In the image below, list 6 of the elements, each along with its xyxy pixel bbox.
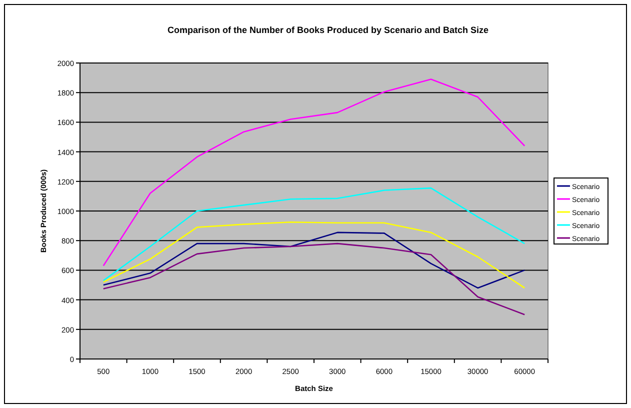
line-series xyxy=(102,242,526,316)
line-series xyxy=(102,78,526,266)
line-series xyxy=(102,221,526,289)
chart-title: Comparison of the Number of Books Produced by Scenario and Batch Size xyxy=(167,25,489,35)
line-series xyxy=(102,187,526,282)
line-series xyxy=(102,232,526,289)
